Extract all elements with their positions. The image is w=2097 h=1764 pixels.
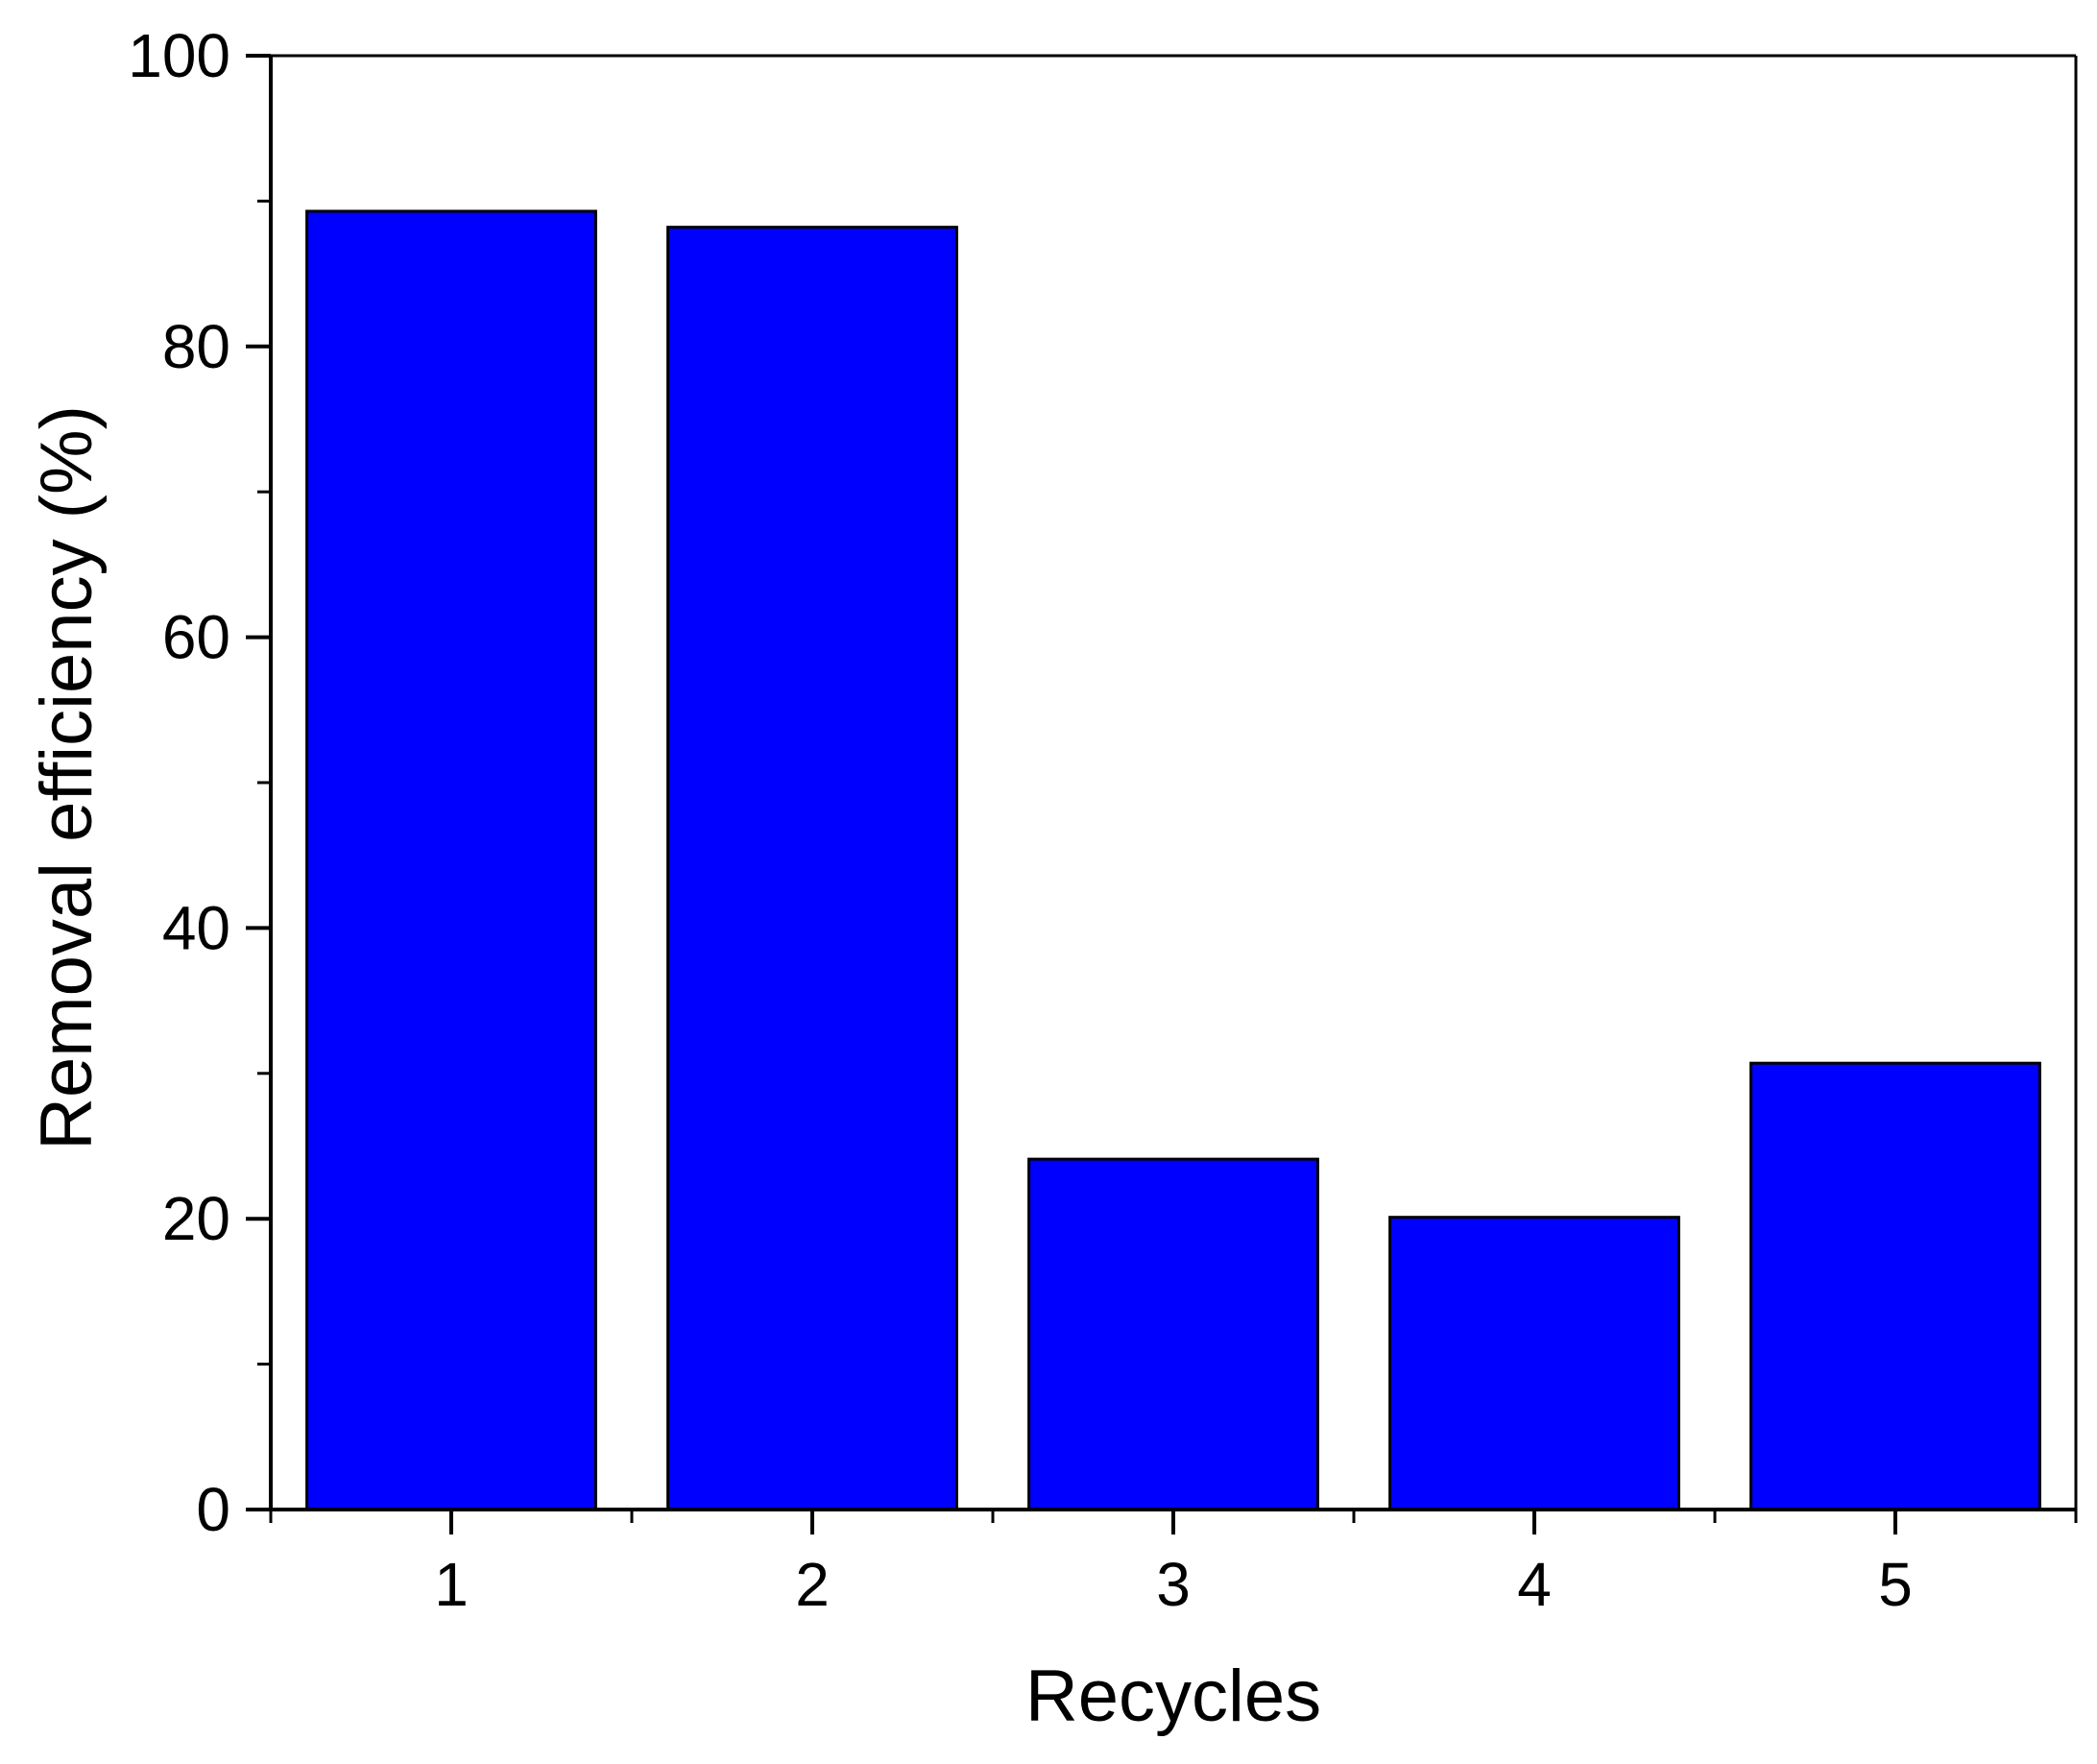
y-tick-label-60: 60 bbox=[162, 603, 230, 672]
ticks-group bbox=[246, 54, 2078, 1534]
bar-1 bbox=[305, 209, 597, 1511]
bars-group bbox=[305, 209, 2041, 1511]
bar-3 bbox=[1027, 1157, 1319, 1511]
x-tick-label-5: 5 bbox=[1878, 1550, 1913, 1619]
y-tick-label-40: 40 bbox=[162, 893, 230, 962]
y-tick-label-20: 20 bbox=[162, 1184, 230, 1253]
tick-labels-group: 0 20 40 60 80 100 1 2 3 4 5 bbox=[128, 21, 1913, 1619]
y-tick-label-100: 100 bbox=[128, 21, 230, 90]
x-tick-label-3: 3 bbox=[1156, 1550, 1191, 1619]
y-axis-title: Removal efficiency (%) bbox=[26, 405, 108, 1150]
bar-4 bbox=[1388, 1216, 1680, 1511]
x-tick-label-2: 2 bbox=[795, 1550, 830, 1619]
x-tick-label-1: 1 bbox=[434, 1550, 469, 1619]
y-tick-label-80: 80 bbox=[162, 312, 230, 381]
x-tick-label-4: 4 bbox=[1517, 1550, 1552, 1619]
bar-2 bbox=[666, 226, 958, 1511]
y-tick-label-0: 0 bbox=[196, 1475, 230, 1544]
bar-5 bbox=[1749, 1061, 2041, 1511]
x-axis-title: Recycles bbox=[1025, 1655, 1321, 1737]
